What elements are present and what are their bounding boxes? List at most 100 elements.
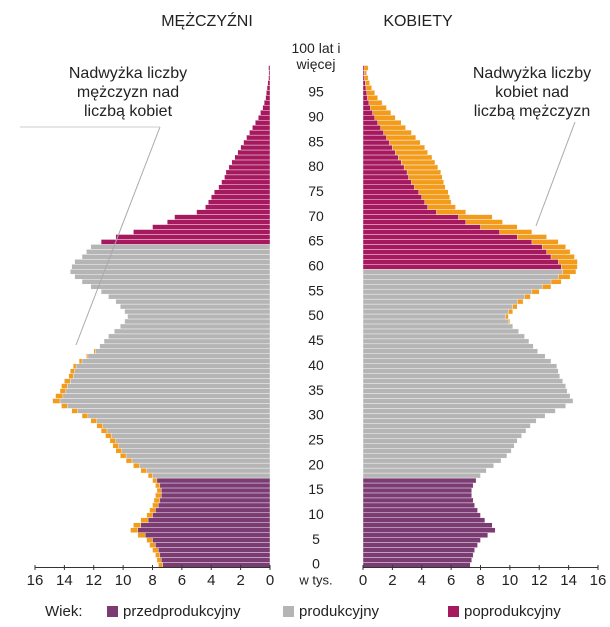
bar <box>119 323 271 330</box>
bar <box>152 477 271 484</box>
bar <box>362 492 472 499</box>
bar <box>362 472 481 479</box>
surplus <box>72 363 77 369</box>
bar <box>158 562 271 568</box>
bar <box>146 537 271 543</box>
surplus <box>125 457 133 464</box>
bar <box>237 149 271 156</box>
x-tick-label: 16 <box>27 572 44 589</box>
bar <box>362 288 540 295</box>
surplus <box>364 65 369 71</box>
surplus <box>61 403 68 409</box>
bar <box>228 164 271 171</box>
bar <box>362 403 566 409</box>
surplus <box>524 293 531 300</box>
bar <box>71 264 271 270</box>
bar <box>52 398 271 404</box>
bar <box>362 457 502 464</box>
bar <box>362 462 494 469</box>
bar <box>362 512 481 518</box>
surplus <box>364 75 369 81</box>
bar <box>61 383 271 389</box>
surplus <box>370 105 387 111</box>
age-label: 20 <box>308 456 324 472</box>
bar <box>211 194 271 200</box>
bar <box>362 378 563 384</box>
legend-swatch <box>107 606 118 617</box>
bar <box>362 482 474 489</box>
surplus <box>406 169 442 176</box>
bar <box>119 452 271 459</box>
x-tick-label: 4 <box>207 572 215 589</box>
bar <box>70 269 271 275</box>
bar <box>362 259 578 265</box>
surplus <box>149 507 156 514</box>
bar <box>362 408 556 414</box>
surplus <box>367 95 378 101</box>
surplus <box>517 298 524 305</box>
age-label: 45 <box>308 332 324 348</box>
x-tick-label: 12 <box>531 572 548 589</box>
bar <box>362 557 472 563</box>
bar <box>147 472 271 479</box>
surplus <box>109 438 116 444</box>
bar <box>127 313 271 320</box>
bar <box>100 428 271 434</box>
bar <box>124 318 271 325</box>
surplus <box>458 214 493 220</box>
surplus <box>541 244 566 250</box>
bar <box>108 293 271 300</box>
bar <box>362 423 531 429</box>
surplus <box>546 249 571 255</box>
x-tick-label: 2 <box>236 572 244 589</box>
surplus <box>96 423 103 429</box>
surplus <box>366 90 375 96</box>
age-label: 5 <box>312 531 320 547</box>
bar <box>362 517 486 523</box>
bar <box>112 443 271 449</box>
bar <box>362 244 566 250</box>
age-label: 75 <box>308 183 324 199</box>
annotation: mężczyzn nad <box>77 84 179 101</box>
bar <box>362 353 546 359</box>
bar <box>362 467 487 474</box>
annotation-leader <box>535 121 576 227</box>
bar <box>265 95 271 101</box>
age-label: 55 <box>308 282 324 298</box>
x-tick-label: 12 <box>85 572 102 589</box>
surplus <box>436 209 467 215</box>
x-tick-label: 8 <box>148 572 156 589</box>
x-tick-label: 0 <box>359 572 367 589</box>
age-label: 90 <box>308 108 324 124</box>
bar <box>362 249 571 255</box>
legend-label: poprodukcyjny <box>464 603 561 620</box>
surplus <box>363 70 367 76</box>
surplus <box>465 219 503 225</box>
surplus <box>508 308 514 315</box>
bar <box>70 368 271 374</box>
bar <box>224 174 271 181</box>
bar <box>225 169 271 176</box>
surplus <box>158 562 163 568</box>
surplus <box>61 383 68 389</box>
bar <box>64 378 271 384</box>
surplus <box>365 80 370 86</box>
bar <box>78 358 271 364</box>
age-label: 70 <box>308 208 324 224</box>
bar <box>362 452 508 459</box>
surplus <box>531 239 559 245</box>
bar <box>258 115 271 121</box>
bar <box>149 507 271 514</box>
bar <box>362 507 478 514</box>
bar <box>72 363 271 369</box>
surplus <box>153 497 161 504</box>
surplus <box>156 557 162 563</box>
annotation-leader <box>75 126 161 346</box>
bar <box>196 209 271 215</box>
bar <box>156 557 271 563</box>
surplus <box>383 129 412 136</box>
bar <box>362 323 514 330</box>
x-tick-label: 6 <box>447 572 455 589</box>
bar <box>362 333 525 340</box>
x-tick-label: 4 <box>418 572 426 589</box>
